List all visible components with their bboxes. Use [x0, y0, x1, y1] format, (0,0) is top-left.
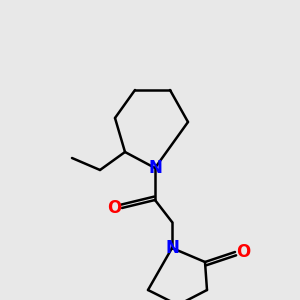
Text: O: O	[236, 243, 250, 261]
Text: N: N	[148, 159, 162, 177]
Text: N: N	[165, 239, 179, 257]
Text: O: O	[107, 199, 121, 217]
